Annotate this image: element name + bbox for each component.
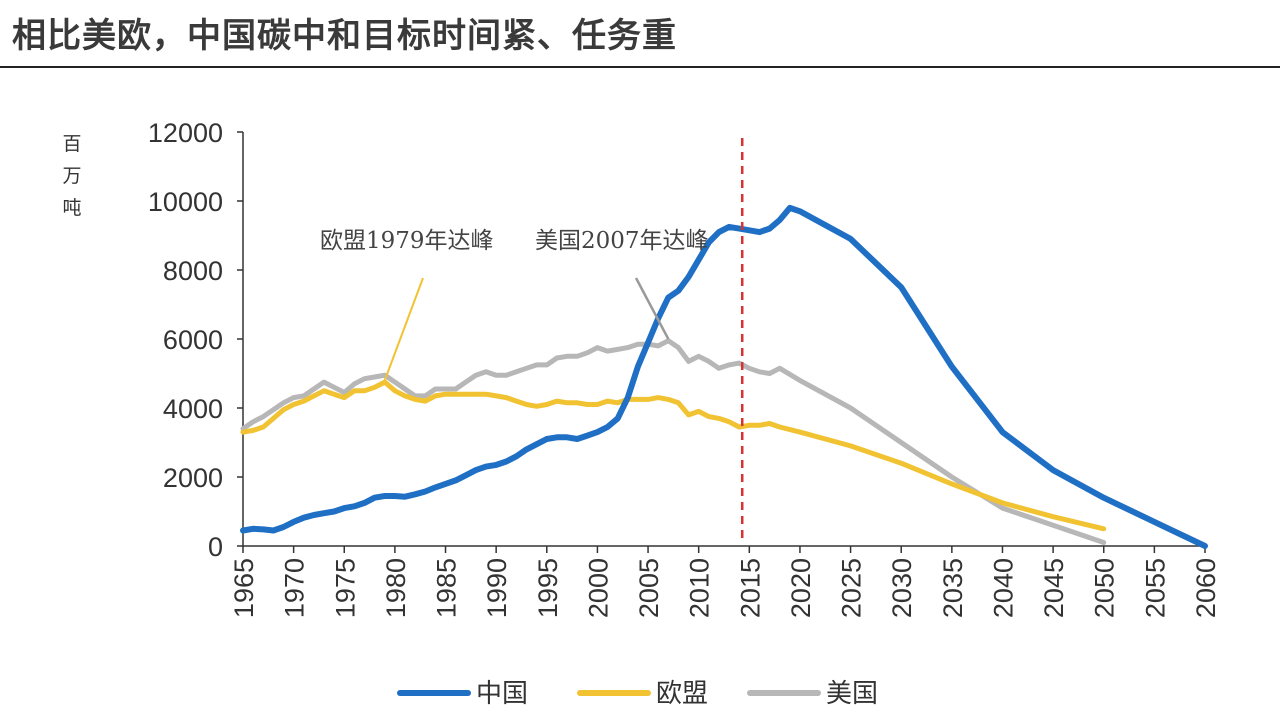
y-axis-unit-label: 百万吨 [62, 133, 81, 219]
y-tick-label: 6000 [163, 325, 223, 355]
y-axis-ticks: 0 2000 4000 6000 8000 10000 12000 [148, 118, 243, 562]
x-tick-label: 1970 [280, 558, 310, 618]
y-axis-unit-char: 吨 [62, 197, 81, 219]
axes [242, 132, 1205, 547]
y-tick-label: 0 [208, 532, 223, 562]
x-tick-label: 1965 [229, 558, 259, 618]
legend-label-us: 美国 [826, 679, 878, 709]
legend: 中国 欧盟 美国 [397, 679, 878, 709]
x-tick-label: 2030 [887, 558, 917, 618]
x-axis-ticks: 1965 1970 1975 1980 1985 1990 1995 2000 2005 2010… [229, 546, 1221, 618]
annotation-us-peak: 美国2007年达峰 [535, 228, 709, 254]
x-tick-label: 1980 [381, 558, 411, 618]
chart-title: 相比美欧，中国碳中和目标时间紧、任务重 [12, 16, 677, 56]
x-tick-label: 2020 [786, 558, 816, 618]
x-tick-label: 1995 [533, 558, 563, 618]
x-tick-label: 2060 [1191, 558, 1221, 618]
x-tick-label: 2025 [837, 558, 867, 618]
y-tick-label: 10000 [148, 187, 223, 217]
x-tick-label: 2015 [735, 558, 765, 618]
x-tick-label: 2005 [634, 558, 664, 618]
y-axis-unit-char: 万 [62, 165, 81, 187]
x-tick-label: 2045 [1039, 558, 1069, 618]
annotation-leader-us [634, 277, 670, 340]
y-tick-label: 8000 [163, 256, 223, 286]
annotation-eu-peak: 欧盟1979年达峰 [320, 228, 494, 254]
x-tick-label: 1975 [330, 558, 360, 618]
peak-annotations: 欧盟1979年达峰 美国2007年达峰 [320, 228, 709, 381]
x-tick-label: 2010 [685, 558, 715, 618]
x-tick-label: 2050 [1090, 558, 1120, 618]
x-tick-label: 1985 [432, 558, 462, 618]
y-axis-unit-char: 百 [62, 133, 81, 155]
y-tick-label: 4000 [163, 394, 223, 424]
series-line-china [240, 204, 1208, 549]
series-line-eu [240, 379, 1107, 532]
series-lines [240, 204, 1208, 549]
series-line-us [240, 338, 1107, 545]
annotation-leader-eu [383, 277, 424, 381]
y-tick-label: 12000 [148, 118, 223, 148]
legend-label-eu: 欧盟 [656, 679, 708, 709]
x-tick-label: 2000 [583, 558, 613, 618]
y-tick-label: 2000 [163, 463, 223, 493]
title-divider [0, 66, 1280, 68]
x-tick-label: 2055 [1140, 558, 1170, 618]
x-tick-label: 2040 [988, 558, 1018, 618]
legend-label-china: 中国 [476, 679, 528, 709]
x-tick-label: 1990 [482, 558, 512, 618]
x-tick-label: 2035 [938, 558, 968, 618]
